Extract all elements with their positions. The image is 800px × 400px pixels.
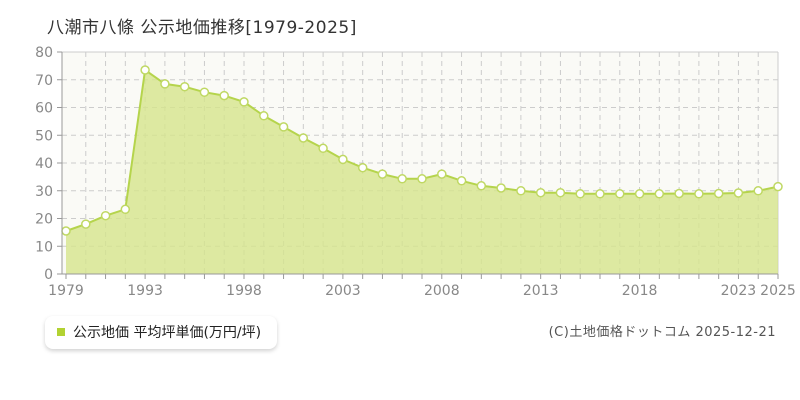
page-title: 八潮市八條 公示地価推移[1979-2025]: [47, 18, 357, 38]
svg-text:30: 30: [35, 184, 53, 200]
svg-text:2008: 2008: [424, 283, 460, 299]
svg-text:70: 70: [35, 73, 53, 89]
svg-text:1979: 1979: [48, 283, 84, 299]
price-trend-area-chart: 0 10 20 30 40 50 60 70 80 1979 1993 1998 2003 2008 201…: [35, 45, 796, 299]
svg-text:2013: 2013: [523, 283, 559, 299]
svg-text:1998: 1998: [226, 283, 262, 299]
svg-text:2003: 2003: [325, 283, 361, 299]
svg-text:20: 20: [35, 212, 53, 228]
legend-swatch-icon: [57, 328, 65, 336]
svg-text:40: 40: [35, 156, 53, 172]
svg-text:1993: 1993: [127, 283, 163, 299]
legend-label: 公示地価 平均坪単価(万円/坪): [73, 325, 262, 341]
legend: 公示地価 平均坪単価(万円/坪): [45, 316, 278, 349]
svg-text:80: 80: [35, 45, 53, 61]
svg-text:2023: 2023: [721, 283, 757, 299]
svg-text:0: 0: [44, 267, 53, 283]
svg-text:10: 10: [35, 239, 53, 255]
svg-text:50: 50: [35, 128, 53, 144]
svg-text:60: 60: [35, 101, 53, 117]
svg-text:2025: 2025: [760, 283, 796, 299]
svg-text:2018: 2018: [622, 283, 658, 299]
copyright-text: (C)土地価格ドットコム 2025-12-21: [548, 325, 776, 340]
